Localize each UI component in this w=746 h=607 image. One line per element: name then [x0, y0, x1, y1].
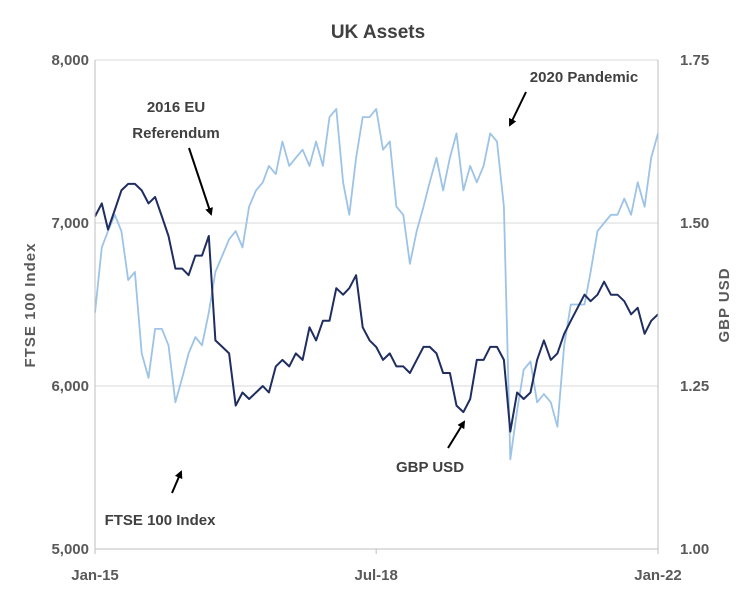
annotation-referendum-arrow [188, 147, 213, 216]
right-tick-label: 1.50 [680, 215, 709, 232]
annotation-pandemic-arrow [509, 91, 527, 127]
annotation-gbp-usd-arrow [447, 420, 466, 449]
left-tick-label: 7,000 [51, 215, 89, 232]
right-axis-title: GBP USD [716, 267, 733, 342]
right-tick-label: 1.00 [680, 541, 709, 558]
annotation-ftse: FTSE 100 Index [105, 512, 217, 529]
left-axis-title: FTSE 100 Index [22, 243, 39, 368]
left-tick-label: 6,000 [51, 378, 89, 395]
left-tick-label: 8,000 [51, 52, 89, 69]
x-tick-label: Jan-15 [71, 567, 119, 584]
annotation-ftse-arrow [171, 470, 183, 494]
annotation-gbp-usd: GBP USD [396, 459, 464, 476]
gbp-usd-line [94, 182, 659, 433]
chart-title: UK Assets [331, 22, 425, 43]
annotation-pandemic: 2020 Pandemic [530, 69, 638, 86]
x-tick-label: Jul-18 [354, 567, 397, 584]
right-tick-label: 1.75 [680, 52, 709, 69]
annotation-referendum-line1: 2016 EU [147, 99, 205, 116]
right-tick-label: 1.25 [680, 378, 709, 395]
annotation-referendum-line2: Referendum [132, 125, 220, 142]
series-lines [94, 108, 659, 461]
tick-labels: 5,000 6,000 7,000 8,000 1.00 1.25 1.50 1.75 Jan-… [51, 52, 709, 584]
left-tick-label: 5,000 [51, 541, 89, 558]
ftse-100-line [94, 108, 659, 461]
x-tick-label: Jan-22 [634, 567, 682, 584]
